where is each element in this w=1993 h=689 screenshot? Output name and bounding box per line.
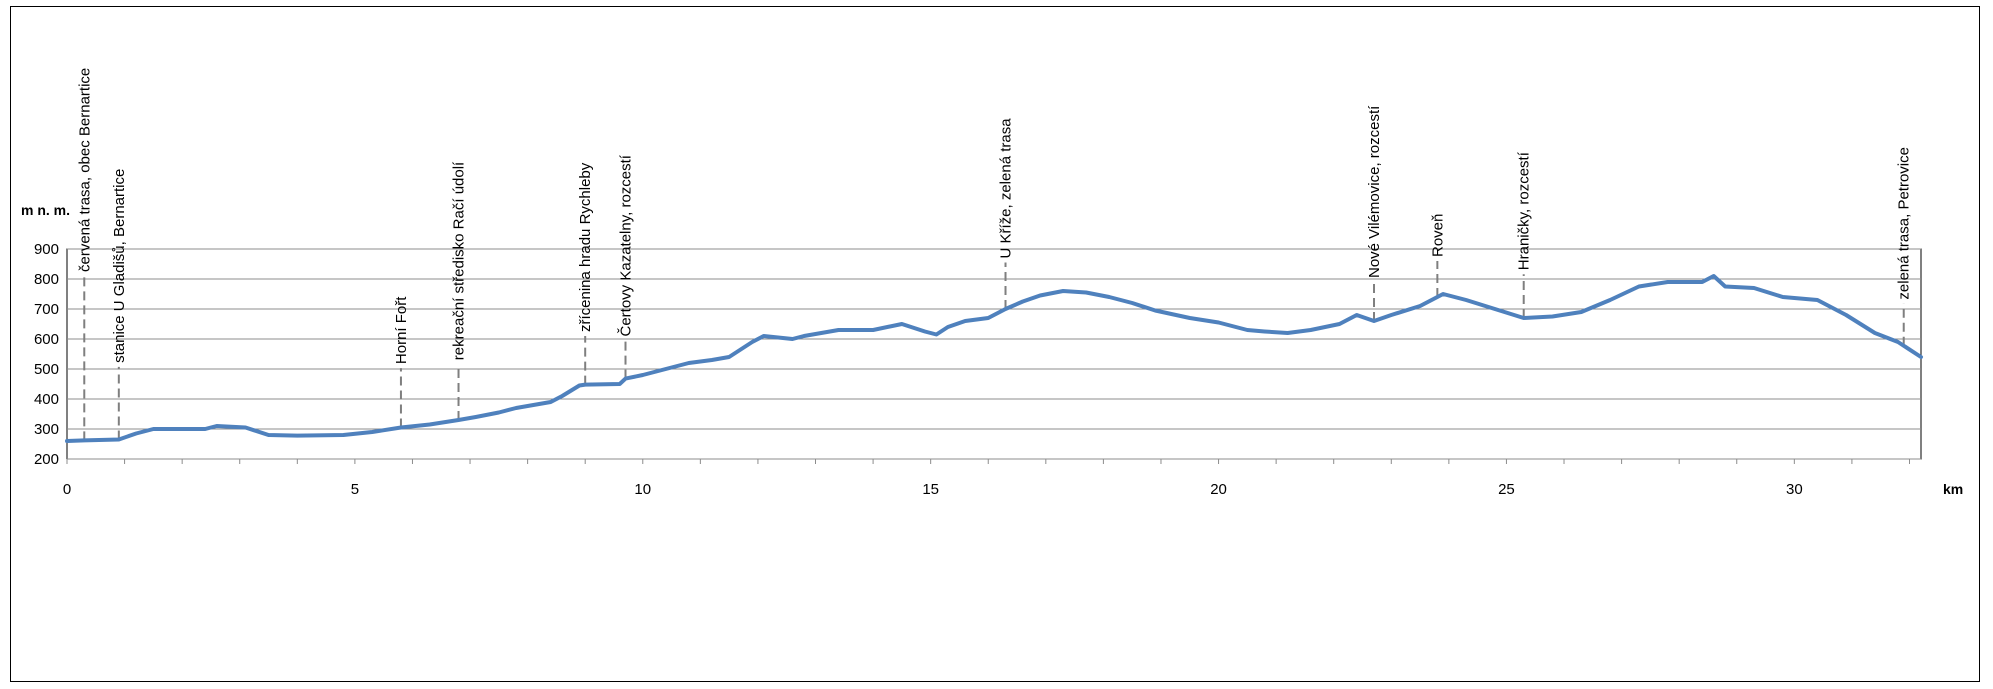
waypoint-label: zřícenina hradu Rychleby — [577, 162, 594, 332]
x-tick-label: 30 — [1786, 481, 1803, 498]
elevation-line — [65, 274, 1923, 443]
waypoint-label: rekreační středisko Račí údolí — [451, 161, 468, 360]
y-tick-label: 700 — [34, 301, 59, 318]
waypoint-label: červená trasa, obec Bernartice — [76, 68, 93, 272]
y-tick-label: 200 — [34, 451, 59, 468]
x-tick-label: 25 — [1498, 481, 1515, 498]
y-tick-label: 500 — [34, 361, 59, 378]
waypoint-label: U Kříže, zelená trasa — [998, 118, 1015, 259]
x-tick-label: 15 — [922, 481, 939, 498]
waypoint-label: Hraničky, rozcestí — [1516, 151, 1533, 270]
waypoint-label: Nové Vilémovice, rozcestí — [1366, 105, 1383, 278]
waypoint-label: Horní Fořt — [393, 296, 410, 364]
x-tick-label: 10 — [634, 481, 651, 498]
y-tick-label: 300 — [34, 421, 59, 438]
x-tick-label: 20 — [1210, 481, 1227, 498]
y-tick-label: 400 — [34, 391, 59, 408]
plot-area-border — [66, 248, 1922, 460]
x-tick-label: 0 — [63, 481, 71, 498]
x-axis-unit-label: km — [1943, 481, 1963, 497]
y-tick-label: 800 — [34, 271, 59, 288]
y-tick-label: 600 — [34, 331, 59, 348]
chart-frame: 200 300 400 500 600 700 800 900 0 5 10 15 20 25 30 červ… — [10, 6, 1980, 682]
waypoint-label: Roveň — [1429, 214, 1446, 257]
y-tick-label: 900 — [34, 241, 59, 258]
elevation-profile-chart: 200 300 400 500 600 700 800 900 0 5 10 15 20 25 30 červ… — [21, 68, 1963, 498]
waypoint-label: stanice U Gladišů, Bernartice — [111, 169, 128, 363]
y-axis-unit-label: m n. m. — [21, 202, 70, 218]
x-tick-label: 5 — [351, 481, 359, 498]
waypoint-label: zelená trasa, Petrovice — [1896, 147, 1913, 300]
waypoint-label: Čertovy Kazatelny, rozcestí — [618, 154, 635, 336]
